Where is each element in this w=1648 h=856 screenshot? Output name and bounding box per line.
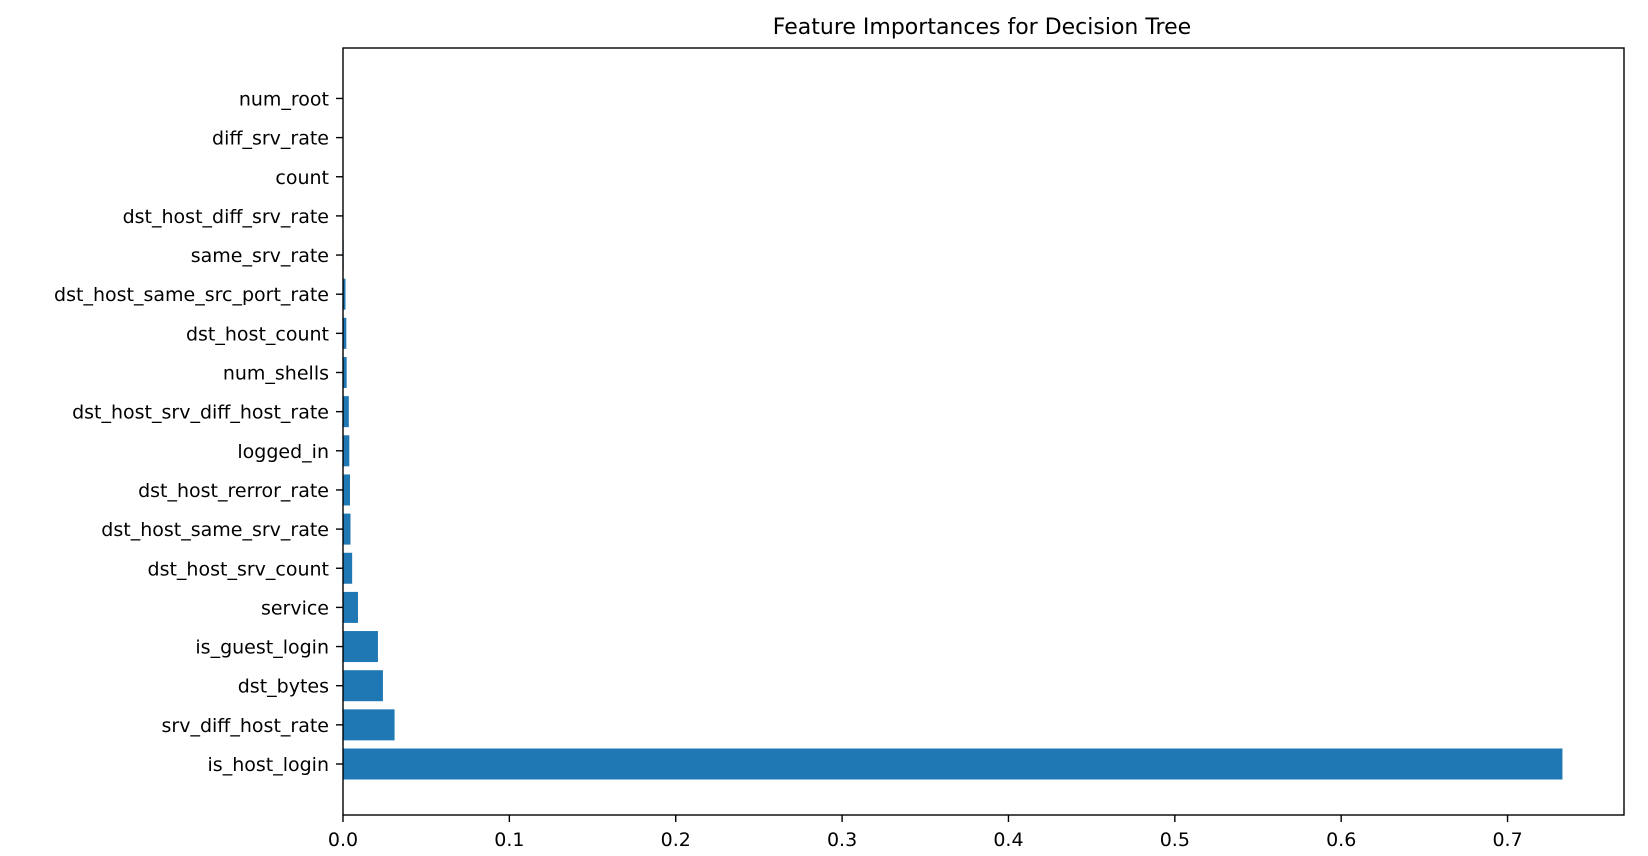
bar-is_guest_login (343, 631, 378, 663)
bar-num_shells (343, 357, 347, 388)
y-tick-label: is_guest_login (195, 637, 329, 659)
bars-group (343, 122, 1563, 780)
y-tick-label: diff_srv_rate (212, 128, 329, 150)
bar-dst_bytes (343, 670, 383, 702)
y-tick-label: service (261, 597, 329, 619)
x-tick-label: 0.5 (1160, 829, 1190, 851)
y-tick-label: is_host_login (208, 754, 329, 776)
y-tick-label: dst_host_diff_srv_rate (123, 206, 329, 228)
y-tick-label: dst_host_same_srv_rate (101, 519, 329, 541)
x-tick-label: 0.6 (1326, 829, 1356, 851)
y-tick-label: dst_host_srv_count (148, 558, 329, 580)
bar-logged_in (343, 435, 350, 467)
bar-dst_host_rerror_rate (343, 474, 350, 506)
y-tick-label: srv_diff_host_rate (162, 715, 330, 737)
bar-dst_host_count (343, 317, 347, 349)
y-tick-label: dst_host_count (186, 323, 329, 345)
bar-dst_host_same_srv_rate (343, 513, 351, 545)
bar-dst_host_same_src_port_rate (343, 278, 346, 310)
bar-dst_host_srv_diff_host_rate (343, 396, 349, 428)
y-tick-label: dst_host_same_src_port_rate (54, 284, 329, 306)
y-tick-label: dst_bytes (238, 676, 329, 698)
plot-area-frame (342, 47, 1625, 816)
bar-srv_diff_host_rate (343, 709, 395, 741)
x-tick-label: 0.0 (328, 829, 358, 851)
chart-title: Feature Importances for Decision Tree (773, 15, 1191, 40)
x-tick-label: 0.7 (1492, 829, 1522, 851)
y-tick-label: num_root (239, 88, 329, 110)
y-tick-label: same_srv_rate (191, 245, 329, 267)
x-tick-label: 0.3 (827, 829, 857, 851)
bar-dst_host_srv_count (343, 552, 353, 584)
y-tick-label: dst_host_rerror_rate (138, 480, 329, 502)
y-tick-label: count (275, 167, 329, 189)
y-tick-label: logged_in (237, 441, 329, 463)
bar-is_host_login (343, 748, 1563, 780)
x-tick-label: 0.4 (993, 829, 1023, 851)
x-tick-label: 0.1 (494, 829, 524, 851)
bar-service (343, 591, 358, 623)
y-tick-label: dst_host_srv_diff_host_rate (72, 402, 329, 424)
x-axis-ticks: 0.0 0.1 0.2 0.3 0.4 0.5 0.6 0.7 (328, 815, 1523, 851)
x-tick-label: 0.2 (661, 829, 691, 851)
y-tick-label: num_shells (223, 363, 329, 385)
y-axis-ticks: is_host_login srv_diff_host_rate dst_bytes… (54, 88, 343, 776)
